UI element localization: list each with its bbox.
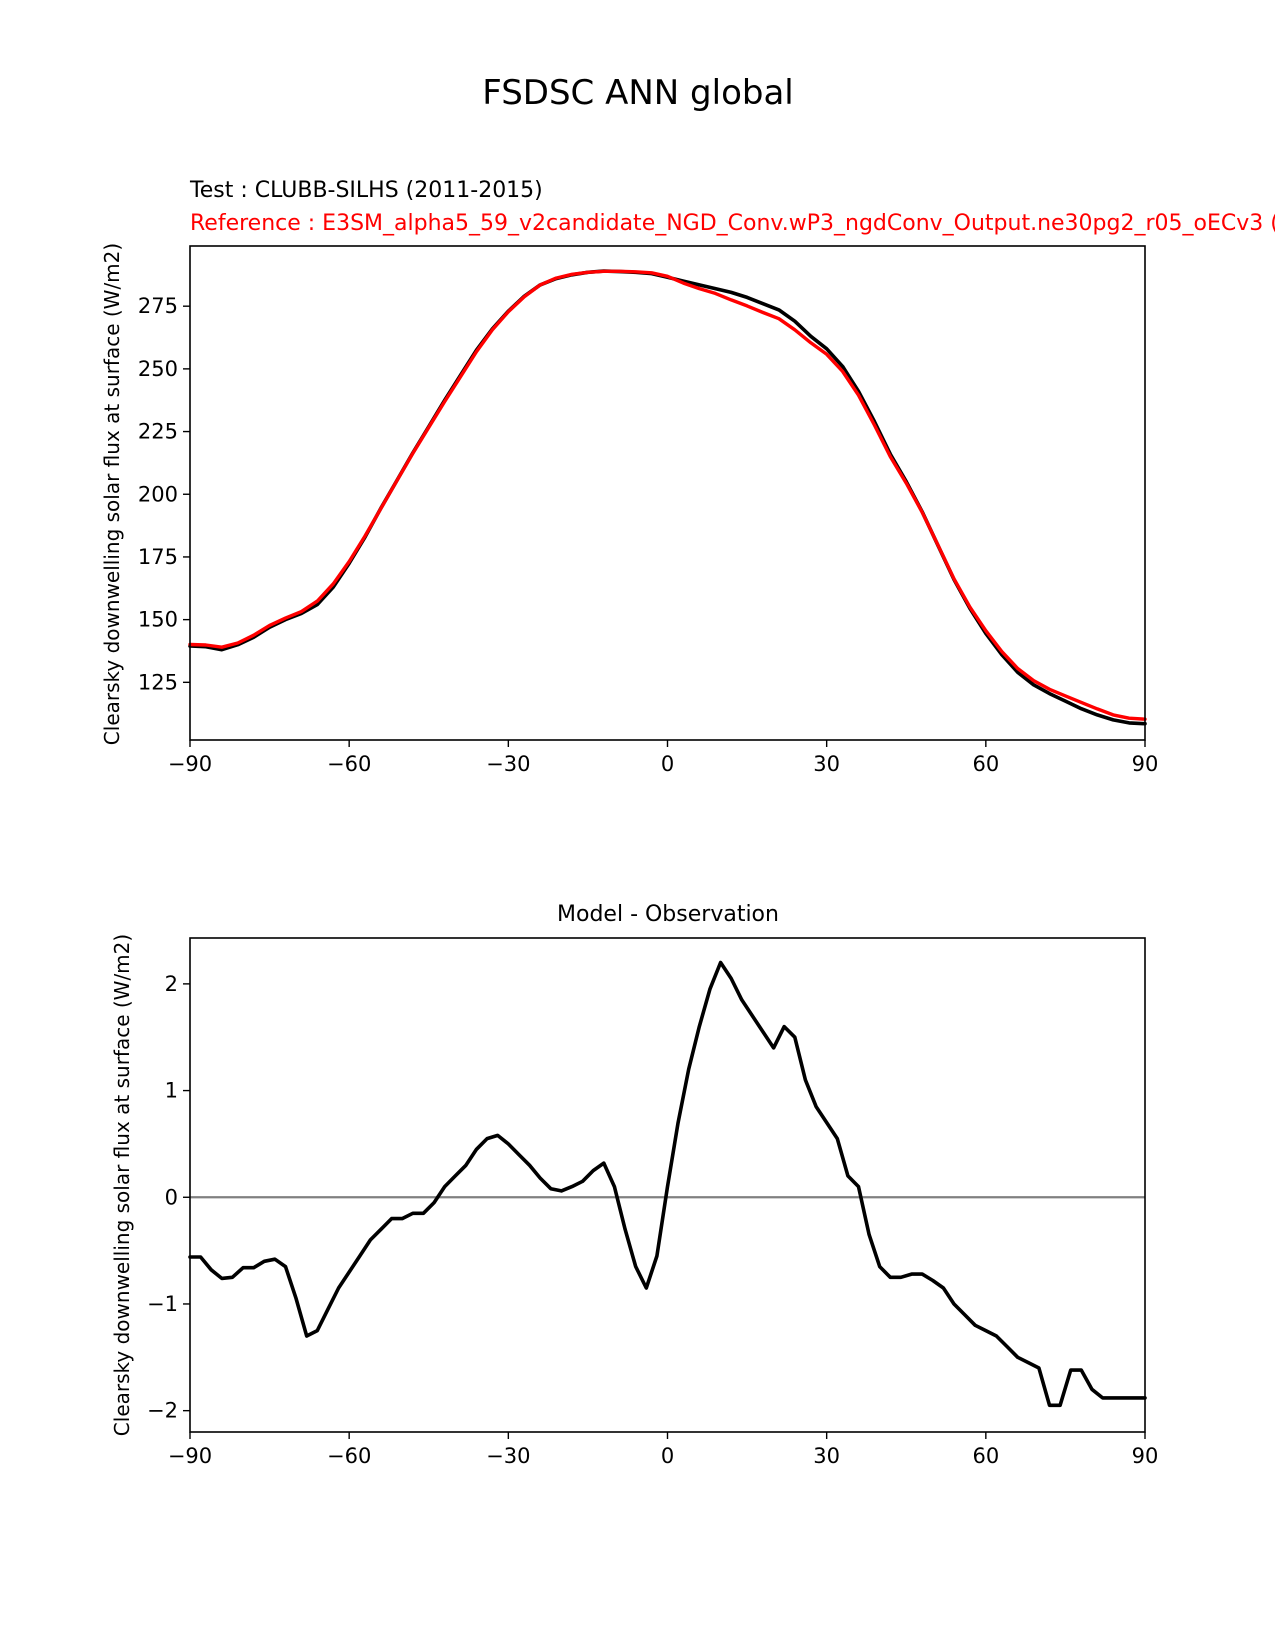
top-ylabel: Clearsky downwelling solar flux at surfa…: [100, 243, 124, 745]
y-tick-label: −2: [147, 1399, 178, 1423]
x-tick-label: −90: [168, 752, 212, 776]
y-tick-label: 125: [138, 670, 178, 694]
x-tick-label: −60: [327, 752, 371, 776]
y-tick-label: 150: [138, 608, 178, 632]
bottom-plot-area: −90 −60 −30 0 30 60 90 −2 −1 0 1 2: [147, 937, 1159, 1468]
y-tick-label: 250: [138, 357, 178, 381]
y-tick-label: 275: [138, 294, 178, 318]
x-tick-label: 30: [813, 752, 840, 776]
figure-title: FSDSC ANN global: [482, 73, 793, 113]
top-plot-area: −90 −60 −30 0 30 60 90 125 150 175 200 225 250 275: [138, 245, 1159, 776]
reference-label: Reference : E3SM_alpha5_59_v2candidate_N…: [190, 211, 1275, 236]
bottom-title: Model - Observation: [557, 902, 779, 927]
series-line-test: [188, 269, 1147, 726]
y-tick-label: 1: [165, 1079, 178, 1103]
axes-frame: [189, 245, 1146, 741]
x-tick-label: 90: [1132, 752, 1159, 776]
x-tick-label: −60: [327, 1444, 371, 1468]
bottom-panel: Model - Observation Clearsky downwelling…: [110, 902, 1158, 1468]
series-line-reference: [188, 269, 1147, 721]
x-tick-label: −90: [168, 1444, 212, 1468]
x-tick-label: 0: [661, 752, 674, 776]
y-tick-label: 225: [138, 420, 178, 444]
series-line-difference: [188, 960, 1147, 1408]
x-tick-label: 0: [661, 1444, 674, 1468]
y-tick-label: 200: [138, 482, 178, 506]
top-panel: Test : CLUBB-SILHS (2011-2015) Reference…: [100, 178, 1275, 776]
test-label: Test : CLUBB-SILHS (2011-2015): [189, 178, 543, 203]
x-tick-label: −30: [486, 752, 530, 776]
y-tick-label: 2: [165, 972, 178, 996]
x-tick-label: 30: [813, 1444, 840, 1468]
y-tick-label: 175: [138, 545, 178, 569]
x-tick-label: 90: [1132, 1444, 1159, 1468]
y-tick-label: 0: [165, 1185, 178, 1209]
x-tick-label: −30: [486, 1444, 530, 1468]
x-tick-label: 60: [972, 752, 999, 776]
x-tick-label: 60: [972, 1444, 999, 1468]
y-tick-label: −1: [147, 1292, 178, 1316]
bottom-ylabel: Clearsky downwelling solar flux at surfa…: [110, 934, 134, 1436]
